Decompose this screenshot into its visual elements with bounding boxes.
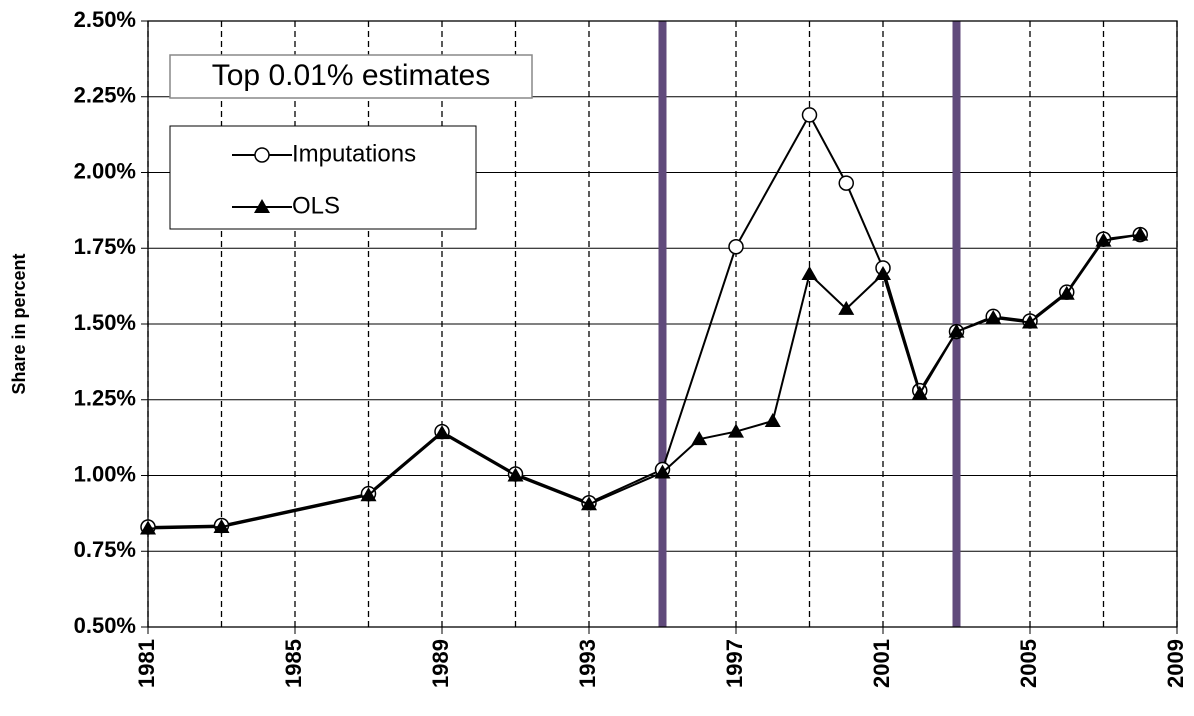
x-tick-label: 1985 — [281, 639, 306, 688]
point — [360, 487, 377, 502]
x-tick-label: 1981 — [134, 639, 159, 688]
title-box — [169, 54, 533, 99]
point — [213, 519, 230, 534]
plot-frame — [147, 20, 1178, 628]
chart-title: Top 0.01% estimates — [212, 59, 490, 92]
point — [1058, 285, 1075, 300]
line — [147, 112, 1141, 529]
point — [1132, 226, 1149, 241]
point — [1022, 314, 1038, 329]
y-tick-label: 1.75% — [74, 234, 136, 259]
y-tick-label: 2.00% — [74, 158, 136, 183]
point — [728, 423, 744, 438]
legend-marker — [254, 147, 270, 163]
legend-label: Imputations — [292, 140, 416, 167]
point — [948, 323, 965, 338]
point — [1095, 232, 1112, 247]
point — [875, 266, 891, 281]
point — [801, 107, 818, 123]
point — [434, 425, 450, 440]
y-tick-label: 0.75% — [74, 537, 136, 562]
line — [147, 233, 1141, 530]
point — [764, 412, 781, 427]
x-tick-label: 1997 — [722, 639, 747, 688]
y-tick-label: 2.50% — [74, 7, 136, 32]
point — [691, 431, 708, 446]
point — [985, 309, 1002, 324]
y-tick-label: 2.25% — [74, 83, 136, 108]
x-tick-label: 1993 — [575, 639, 600, 688]
legend-label: OLS — [292, 192, 340, 219]
y-tick-label: 1.50% — [74, 310, 136, 335]
x-tick-label: 2005 — [1016, 639, 1041, 688]
y-tick-label: 1.25% — [74, 386, 136, 411]
x-tick-label: 2001 — [869, 639, 894, 688]
point — [911, 385, 928, 400]
point — [140, 520, 156, 535]
y-tick-label: 1.00% — [74, 461, 136, 486]
point — [654, 464, 671, 479]
point — [728, 238, 744, 255]
y-tick-label: 0.50% — [74, 613, 136, 638]
point — [581, 496, 597, 511]
x-tick-label: 2009 — [1163, 639, 1188, 688]
point — [838, 175, 854, 191]
point — [507, 467, 524, 482]
legend-marker — [254, 199, 270, 213]
point — [838, 300, 855, 315]
legend-box — [169, 125, 477, 230]
x-tick-label: 1989 — [428, 639, 453, 688]
y-axis-label: Share in percent — [9, 253, 29, 394]
point — [801, 266, 818, 281]
